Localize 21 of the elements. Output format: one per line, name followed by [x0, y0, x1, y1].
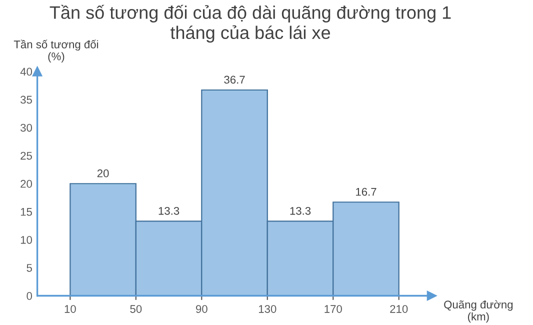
- data-label: 20: [97, 169, 109, 178]
- y-tick-label: 40: [20, 68, 32, 76]
- x-axis-title: Quãng đường (km): [444, 300, 513, 323]
- data-label: 36.7: [224, 76, 245, 84]
- x-tick-label: 10: [64, 305, 76, 313]
- y-tick-label: 35: [20, 96, 32, 104]
- y-tick-label: 5: [26, 264, 32, 272]
- x-tick-label: 170: [324, 305, 342, 313]
- data-label: 16.7: [356, 188, 376, 196]
- x-tick-label: 210: [390, 305, 408, 313]
- y-tick-label: 25: [20, 152, 32, 160]
- y-tick-label: 20: [20, 180, 32, 188]
- y-tick-label: 0: [26, 292, 32, 300]
- data-label: 13.3: [290, 206, 311, 215]
- x-tick-label: 50: [130, 305, 142, 313]
- data-label: 13.3: [158, 206, 180, 215]
- y-tick-label: 15: [20, 208, 32, 216]
- x-tick-label: 130: [258, 305, 276, 313]
- y-tick-label: 30: [20, 124, 32, 132]
- x-tick-label: 90: [196, 305, 208, 313]
- y-tick-label: 10: [20, 236, 32, 244]
